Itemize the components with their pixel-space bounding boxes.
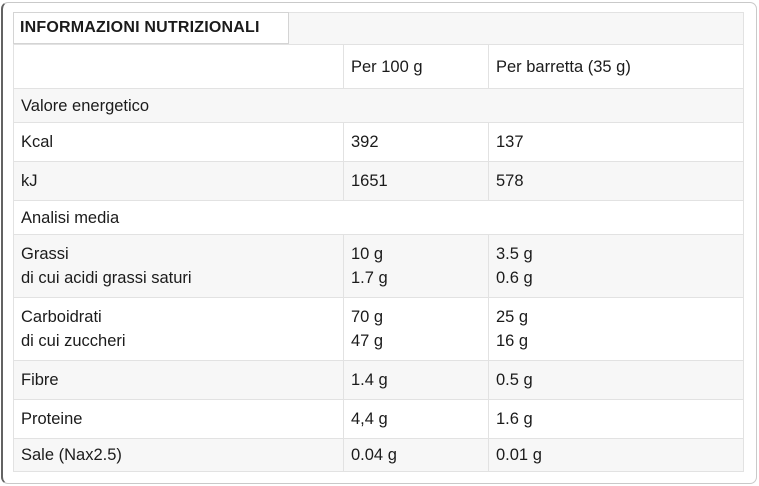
- table-header-row: Per 100 g Per barretta (35 g): [14, 45, 743, 89]
- row-label: Sale (Nax2.5): [21, 446, 122, 464]
- column-header-per-barretta: Per barretta (35 g): [488, 45, 743, 88]
- column-header-empty: [14, 45, 343, 88]
- value-per-100g: 4,4 g: [343, 400, 488, 438]
- value-per-barretta: 1.6 g: [488, 400, 743, 438]
- row-label: Proteine: [21, 410, 83, 428]
- table-title: INFORMAZIONI NUTRIZIONALI: [13, 12, 289, 44]
- table-row-proteine: Proteine 4,4 g 1.6 g: [14, 400, 743, 439]
- row-label: Kcal: [21, 133, 54, 151]
- value-per-barretta: 578: [488, 162, 743, 200]
- row-label: Fibre: [21, 371, 59, 389]
- value-per-100g: 10 g 1.7 g: [343, 235, 488, 297]
- column-header-per-100g: Per 100 g: [343, 45, 488, 88]
- value-line2: 0.6 g: [496, 269, 533, 287]
- row-label: kJ: [21, 172, 38, 190]
- row-label-line1: Carboidrati: [21, 308, 102, 326]
- value-line2: 16 g: [496, 332, 529, 350]
- value-line1: 3.5 g: [496, 245, 533, 263]
- row-label-line2: di cui acidi grassi saturi: [21, 269, 192, 287]
- table-row-fibre: Fibre 1.4 g 0.5 g: [14, 361, 743, 400]
- value-line1: 70 g: [351, 308, 384, 326]
- section-label: Analisi media: [21, 208, 120, 227]
- section-label: Valore energetico: [21, 96, 150, 115]
- section-row-analisi-media: Analisi media: [14, 201, 743, 235]
- value-per-barretta: 0.5 g: [488, 361, 743, 399]
- section-row-valore-energetico: Valore energetico: [14, 89, 743, 123]
- value-per-100g: 1651: [343, 162, 488, 200]
- table-row-grassi: Grassi di cui acidi grassi saturi 10 g 1…: [14, 235, 743, 298]
- table-row-kj: kJ 1651 578: [14, 162, 743, 201]
- table-row-title: INFORMAZIONI NUTRIZIONALI: [13, 12, 743, 45]
- value-line1: 10 g: [351, 245, 384, 263]
- table-row-kcal: Kcal 392 137: [14, 123, 743, 162]
- table-row-carboidrati: Carboidrati di cui zuccheri 70 g 47 g 25…: [14, 298, 743, 361]
- value-line1: 25 g: [496, 308, 529, 326]
- value-per-barretta: 0.01 g: [488, 439, 743, 471]
- value-per-barretta: 3.5 g 0.6 g: [488, 235, 743, 297]
- value-line2: 47 g: [351, 332, 384, 350]
- nutrition-table: INFORMAZIONI NUTRIZIONALI Per 100 g Per …: [13, 12, 744, 472]
- row-label: Carboidrati di cui zuccheri: [14, 298, 343, 360]
- table-row-sale: Sale (Nax2.5) 0.04 g 0.01 g: [14, 439, 743, 471]
- row-label-line2: di cui zuccheri: [21, 332, 126, 350]
- value-per-100g: 0.04 g: [343, 439, 488, 471]
- value-per-barretta: 137: [488, 123, 743, 161]
- row-label: Grassi di cui acidi grassi saturi: [14, 235, 343, 297]
- value-per-100g: 1.4 g: [343, 361, 488, 399]
- value-per-100g: 392: [343, 123, 488, 161]
- value-per-100g: 70 g 47 g: [343, 298, 488, 360]
- value-line2: 1.7 g: [351, 269, 388, 287]
- row-label-line1: Grassi: [21, 245, 69, 263]
- value-per-barretta: 25 g 16 g: [488, 298, 743, 360]
